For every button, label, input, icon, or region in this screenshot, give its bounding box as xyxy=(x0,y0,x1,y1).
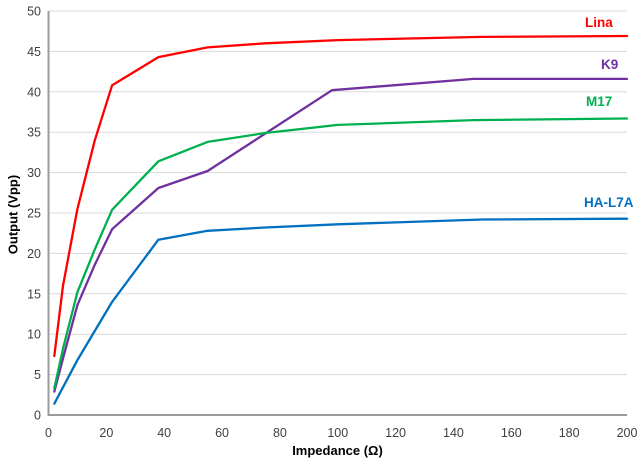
series-label-k9: K9 xyxy=(601,57,618,72)
x-tick-label-160: 160 xyxy=(501,426,522,440)
y-tick-label-0: 0 xyxy=(34,409,41,423)
x-axis-title: Impedance (Ω) xyxy=(292,443,383,458)
series-line-k9 xyxy=(53,77,629,393)
series-line-m17 xyxy=(53,117,629,390)
y-tick-label-10: 10 xyxy=(27,328,41,342)
x-tick-label-200: 200 xyxy=(617,426,638,440)
y-tick-label-30: 30 xyxy=(27,166,41,180)
y-tick-label-35: 35 xyxy=(27,126,41,140)
y-axis-title: Output (Vpp) xyxy=(5,174,21,255)
series-label-ha-l7a: HA-L7A xyxy=(584,195,634,210)
x-tick-label-0: 0 xyxy=(45,426,52,440)
x-tick-label-40: 40 xyxy=(157,426,171,440)
y-tick-label-45: 45 xyxy=(27,45,41,59)
series-label-m17: M17 xyxy=(586,94,612,109)
x-tick-label-100: 100 xyxy=(327,426,348,440)
series-label-lina: Lina xyxy=(585,15,613,30)
x-tick-label-20: 20 xyxy=(99,426,113,440)
x-tick-label-180: 180 xyxy=(559,426,580,440)
y-tick-label-25: 25 xyxy=(27,207,41,221)
y-tick-label-20: 20 xyxy=(27,247,41,261)
y-tick-label-5: 5 xyxy=(34,368,41,382)
series-line-lina xyxy=(53,34,629,358)
x-tick-label-140: 140 xyxy=(443,426,464,440)
y-tick-label-40: 40 xyxy=(27,85,41,99)
y-tick-label-15: 15 xyxy=(27,287,41,301)
x-tick-label-60: 60 xyxy=(215,426,229,440)
series-line-ha-l7a xyxy=(53,217,629,405)
x-tick-label-120: 120 xyxy=(385,426,406,440)
x-tick-label-80: 80 xyxy=(273,426,287,440)
y-tick-label-50: 50 xyxy=(27,5,41,19)
